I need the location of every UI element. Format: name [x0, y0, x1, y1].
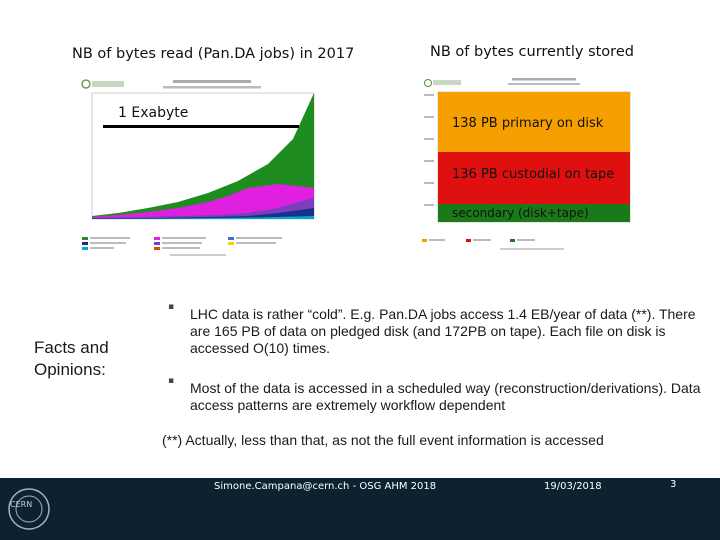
legend-text-placeholder [517, 239, 535, 241]
legend-swatch [510, 239, 515, 242]
y-tick-placeholder [424, 116, 434, 118]
legend-text-placeholder [162, 237, 206, 239]
legend-swatch [82, 237, 88, 240]
bullet-marker: ▪ [168, 302, 175, 312]
legend-text-placeholder [90, 237, 130, 239]
footer-date: 19/03/2018 [544, 481, 602, 492]
legend-text-placeholder [90, 247, 114, 249]
y-tick-placeholder [424, 160, 434, 162]
footnote: (**) Actually, less than that, as not th… [162, 432, 604, 448]
magenta-area [92, 184, 314, 219]
y-tick-placeholder [424, 204, 434, 206]
dashboard-logo-icon [424, 79, 432, 87]
y-tick-placeholder [424, 138, 434, 140]
dashboard-logo-icon [81, 79, 91, 89]
legend-text-placeholder [162, 242, 202, 244]
legend-swatch [154, 247, 160, 250]
chart-subtitle-line [163, 86, 261, 89]
secondary-label: secondary (disk+tape) [452, 206, 589, 220]
y-tick-placeholder [424, 94, 434, 96]
navy-area [92, 208, 314, 219]
right-chart-caption: NB of bytes currently stored [430, 44, 634, 60]
page-number: 3 [670, 479, 677, 490]
left-legend [82, 237, 282, 256]
exabyte-badge-bg [103, 103, 185, 127]
primary-disk-band [438, 92, 630, 152]
custodial-tape-band [438, 152, 630, 204]
footer-author: Simone.Campana@cern.ch - OSG AHM 2018 [214, 481, 437, 492]
legend-swatch [422, 239, 427, 242]
chart-title-line [173, 80, 251, 83]
legend-text-placeholder [236, 242, 276, 244]
y-tick-placeholder [424, 182, 434, 184]
facts-heading: Facts and Opinions: [34, 338, 109, 379]
footer-bar: CERN Simone.Campana@cern.ch - OSG AHM 20… [0, 478, 720, 540]
legend-text-placeholder [162, 247, 200, 249]
bullet-marker: ▪ [168, 376, 175, 386]
chart-title-line [512, 78, 576, 81]
cern-logo-text: CERN [10, 500, 33, 509]
exabyte-badge-label: 1 Exabyte [118, 105, 189, 121]
secondary-band [438, 204, 630, 222]
legend-footer-placeholder [500, 248, 564, 250]
dashboard-logo-bar [92, 81, 124, 87]
legend-swatch [466, 239, 471, 242]
bullet-text-1: LHC data is rather “cold”. E.g. Pan.DA j… [190, 306, 696, 356]
purple-area [92, 198, 314, 219]
cyan-area [92, 216, 314, 219]
right-chart-image [420, 76, 642, 254]
dashboard-logo-bar [433, 80, 461, 85]
legend-swatch [154, 237, 160, 240]
legend-swatch [154, 242, 160, 245]
chart-subtitle-line [508, 83, 580, 85]
legend-text-placeholder [429, 239, 445, 241]
legend-text-placeholder [90, 242, 126, 244]
custodial-tape-label: 136 PB custodial on tape [452, 167, 615, 182]
legend-text-placeholder [473, 239, 491, 241]
legend-swatch [228, 242, 234, 245]
legend-swatch [82, 242, 88, 245]
bullet-text-2: Most of the data is accessed in a schedu… [190, 380, 701, 413]
right-chart-svg [422, 78, 631, 250]
exabyte-marker-line [103, 125, 299, 128]
left-chart-caption: NB of bytes read (Pan.DA jobs) in 2017 [72, 46, 355, 62]
legend-text-placeholder [236, 237, 282, 239]
cern-logo-icon [8, 488, 50, 530]
legend-swatch [228, 237, 234, 240]
legend-footer-placeholder [170, 254, 226, 256]
primary-disk-label: 138 PB primary on disk [452, 116, 604, 131]
legend-swatch [82, 247, 88, 250]
